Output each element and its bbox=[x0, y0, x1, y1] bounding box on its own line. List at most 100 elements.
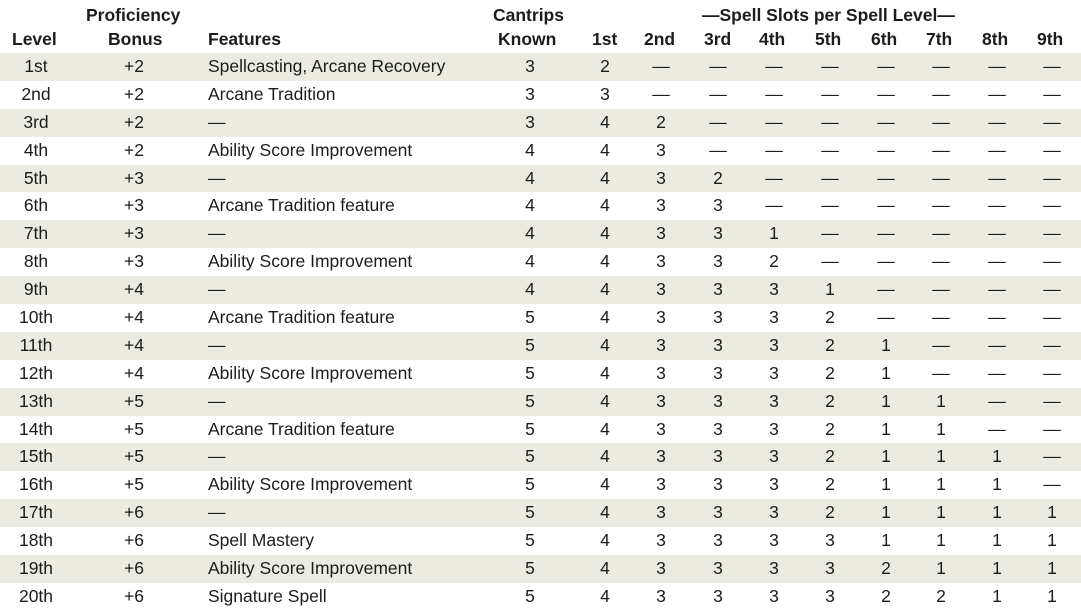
cell-slot-1: 3 bbox=[600, 83, 610, 104]
cell-cantrips: 3 bbox=[525, 56, 535, 76]
cell-level: 8th bbox=[23, 251, 49, 272]
cell-features: Arcane Tradition feature bbox=[208, 418, 395, 439]
cell-slot-8: — bbox=[988, 139, 1006, 160]
cell-slot-2: 3 bbox=[656, 279, 666, 300]
header-slot-2: 2nd bbox=[644, 29, 676, 49]
cell-slot-9: — bbox=[1043, 362, 1061, 383]
cell-level: 1st bbox=[24, 56, 48, 76]
cell-slot-1: 4 bbox=[600, 167, 610, 188]
header-row-bottom: Level Bonus Features Known 1st 2nd 3rd 4… bbox=[0, 27, 1081, 53]
cell-slot-1: 4 bbox=[600, 418, 610, 439]
cell-bonus: +4 bbox=[124, 362, 144, 383]
cell-features: Arcane Tradition feature bbox=[208, 195, 395, 216]
cell-level: 15th bbox=[18, 446, 54, 467]
cell-level: 11th bbox=[19, 334, 53, 355]
cell-bonus: +4 bbox=[124, 334, 144, 355]
cell-slot-8: — bbox=[988, 251, 1006, 272]
table-row: 2nd +2 Arcane Tradition 3 3 — — — — — — — — bbox=[0, 81, 1081, 109]
cell-features: — bbox=[208, 446, 226, 467]
header-slot-6: 6th bbox=[871, 29, 898, 49]
cell-slot-6: 1 bbox=[881, 474, 891, 495]
cell-slot-6: 1 bbox=[881, 502, 891, 523]
cell-slot-5: 2 bbox=[825, 446, 835, 467]
cell-slot-7: — bbox=[932, 83, 950, 104]
cell-cantrips: 5 bbox=[525, 446, 535, 467]
cell-slot-8: — bbox=[988, 83, 1006, 104]
header-row-top: Proficiency Cantrips —Spell Slots per Sp… bbox=[0, 0, 1081, 27]
table-row: 10th +4 Arcane Tradition feature 5 4 3 3 3 2 — — — — bbox=[0, 304, 1081, 332]
header-slot-1: 1st bbox=[592, 29, 618, 49]
cell-slot-6: — bbox=[877, 56, 895, 76]
cell-slot-5: 3 bbox=[825, 530, 835, 551]
table-row: 11th +4 — 5 4 3 3 3 2 1 — — — bbox=[0, 331, 1081, 360]
cell-slot-4: — bbox=[765, 139, 783, 160]
cell-cantrips: 5 bbox=[525, 307, 535, 328]
cell-level: 20th bbox=[18, 585, 54, 606]
cell-slot-9: — bbox=[1043, 195, 1061, 216]
cell-features: — bbox=[208, 111, 226, 132]
cell-slot-4: 3 bbox=[769, 558, 779, 579]
cell-slot-7: — bbox=[932, 307, 950, 328]
cell-slot-1: 4 bbox=[600, 139, 610, 160]
cell-slot-6: — bbox=[877, 251, 895, 272]
cell-cantrips: 3 bbox=[525, 111, 535, 132]
cell-slot-4: 3 bbox=[769, 279, 779, 300]
cell-slot-5: — bbox=[821, 251, 839, 272]
cell-features: Ability Score Improvement bbox=[208, 251, 413, 272]
cell-bonus: +6 bbox=[124, 585, 144, 606]
cell-slot-9: — bbox=[1043, 167, 1061, 188]
cell-features: Spellcasting, Arcane Recovery bbox=[208, 56, 446, 76]
cell-bonus: +2 bbox=[124, 56, 144, 76]
cell-bonus: +6 bbox=[124, 530, 144, 551]
cell-slot-6: 1 bbox=[881, 530, 891, 551]
table-row: 13th +5 — 5 4 3 3 3 2 1 1 — — bbox=[0, 387, 1081, 416]
cell-slot-2: 3 bbox=[656, 334, 666, 355]
cell-slot-5: 1 bbox=[825, 279, 835, 300]
table-row: 12th +4 Ability Score Improvement 5 4 3 3 3 2 1 — —… bbox=[0, 360, 1081, 388]
cell-level: 7th bbox=[23, 223, 49, 244]
cell-slot-6: — bbox=[877, 139, 895, 160]
cell-features: — bbox=[208, 279, 226, 300]
cell-cantrips: 5 bbox=[525, 474, 535, 495]
cell-level: 19th bbox=[18, 558, 54, 579]
cell-slot-7: — bbox=[932, 139, 950, 160]
cell-slot-2: 3 bbox=[656, 139, 666, 160]
cell-level: 10th bbox=[18, 307, 54, 328]
cell-level: 3rd bbox=[23, 111, 49, 132]
cell-slot-3: — bbox=[709, 56, 727, 76]
cell-slot-4: 3 bbox=[769, 585, 779, 606]
header-slot-3: 3rd bbox=[704, 29, 732, 49]
cell-slot-5: 3 bbox=[825, 585, 835, 606]
cell-slot-9: 1 bbox=[1047, 530, 1057, 551]
cell-cantrips: 3 bbox=[525, 83, 535, 104]
cell-slot-8: 1 bbox=[992, 530, 1002, 551]
cell-cantrips: 5 bbox=[525, 502, 535, 523]
cell-slot-2: 3 bbox=[656, 585, 666, 606]
cell-slot-9: — bbox=[1043, 139, 1061, 160]
cell-cantrips: 5 bbox=[525, 585, 535, 606]
cell-slot-9: 1 bbox=[1047, 502, 1057, 523]
cell-slot-6: — bbox=[877, 195, 895, 216]
header-spell-slots: —Spell Slots per Spell Level— bbox=[702, 5, 955, 25]
cell-slot-7: 1 bbox=[936, 502, 946, 523]
cell-bonus: +4 bbox=[124, 307, 144, 328]
cell-features: — bbox=[208, 223, 226, 244]
cell-slot-4: 3 bbox=[769, 418, 779, 439]
cell-slot-4: 3 bbox=[769, 390, 779, 411]
cell-slot-1: 4 bbox=[600, 558, 610, 579]
header-cantrips: Cantrips bbox=[493, 5, 564, 25]
cell-slot-8: — bbox=[988, 167, 1006, 188]
cell-level: 2nd bbox=[21, 83, 51, 104]
cell-slot-1: 4 bbox=[600, 446, 610, 467]
cell-slot-2: 2 bbox=[656, 111, 666, 132]
cell-slot-5: — bbox=[821, 139, 839, 160]
cell-bonus: +2 bbox=[124, 111, 144, 132]
cell-features: Ability Score Improvement bbox=[208, 362, 413, 383]
cell-slot-7: — bbox=[932, 167, 950, 188]
cell-slot-6: 2 bbox=[881, 558, 891, 579]
cell-slot-8: 1 bbox=[992, 446, 1002, 467]
header-slot-7: 7th bbox=[926, 29, 953, 49]
table-row: 3rd +2 — 3 4 2 — — — — — — — bbox=[0, 108, 1081, 137]
cell-slot-5: — bbox=[821, 83, 839, 104]
